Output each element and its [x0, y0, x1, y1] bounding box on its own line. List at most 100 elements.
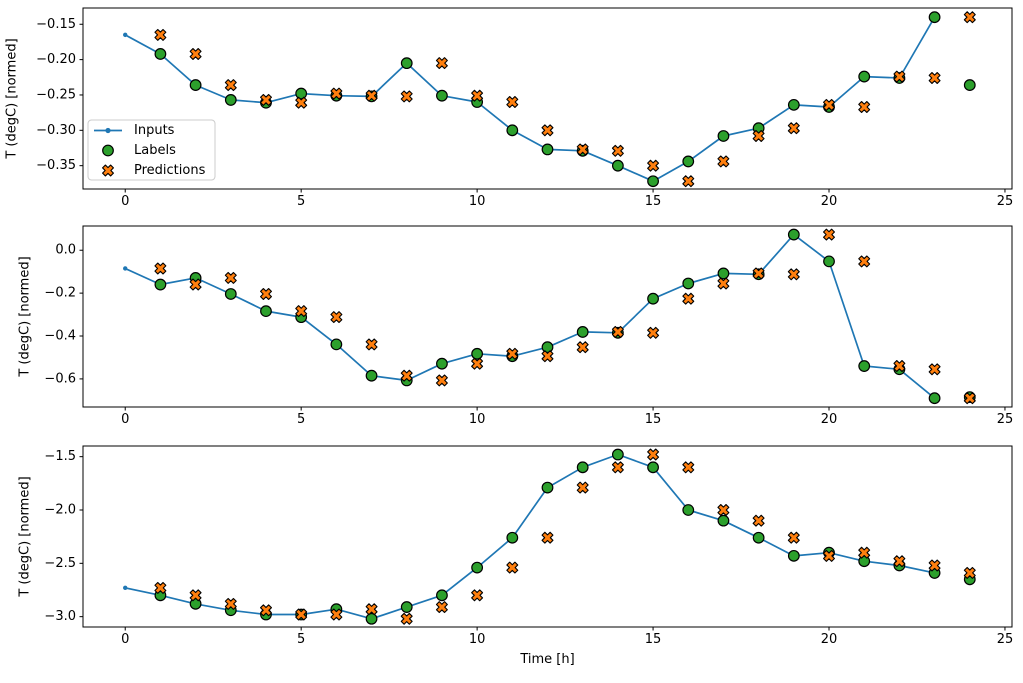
labels-circle-marker — [576, 326, 589, 338]
labels-circle-marker — [576, 461, 589, 474]
labels-circle-marker — [611, 159, 624, 172]
x-tick-label: 25 — [997, 412, 1014, 427]
predictions-x-marker — [823, 98, 835, 111]
series-labels — [154, 11, 976, 188]
predictions-x-marker — [224, 597, 237, 610]
y-tick-label: −0.4 — [44, 329, 76, 344]
labels-circle-marker — [823, 255, 835, 268]
predictions-x-marker — [576, 143, 589, 156]
y-tick-label: −0.30 — [36, 123, 76, 138]
x-tick-label: 20 — [821, 632, 838, 647]
axes-spines — [82, 7, 1013, 190]
legend-box — [87, 119, 216, 181]
predictions-x-marker — [189, 48, 202, 60]
labels-circle-marker — [963, 79, 976, 91]
y-tick-label: −0.6 — [44, 371, 76, 386]
predictions-x-marker — [541, 124, 554, 137]
predictions-x-marker — [506, 347, 519, 360]
predictions-x-marker — [963, 566, 976, 579]
labels-circle-marker — [682, 504, 695, 516]
x-tick-label: 5 — [297, 632, 305, 647]
labels-circle-marker — [506, 531, 519, 544]
y-tick-label: −0.35 — [36, 158, 76, 173]
labels-circle-marker — [647, 175, 659, 188]
axes-background — [83, 8, 1012, 189]
labels-circle-marker — [647, 461, 659, 474]
x-tick-label: 10 — [469, 632, 486, 647]
axes-spines — [82, 445, 1013, 628]
series-predictions — [154, 228, 976, 405]
labels-circle-marker — [858, 70, 871, 83]
predictions-x-marker — [295, 305, 308, 318]
x-tick-label: 5 — [297, 194, 305, 209]
subplot-1: 0 5 10 15 20 25 −0.15 −0.20 −0.25 −0.30 −0.35 T (de… — [5, 7, 1013, 209]
y-tick-label: −3.0 — [44, 609, 76, 624]
axes-spines — [82, 225, 1013, 408]
predictions-x-marker — [506, 96, 519, 108]
labels-circle-marker — [787, 228, 800, 241]
y-tick-label: −0.20 — [36, 52, 76, 67]
labels-circle-marker — [189, 79, 202, 91]
labels-circle-marker — [295, 87, 308, 100]
predictions-x-marker — [858, 255, 871, 268]
predictions-x-marker — [647, 326, 660, 339]
legend-labels-circle-sample — [102, 144, 114, 157]
predictions-x-marker — [963, 11, 976, 24]
predictions-x-marker — [928, 72, 941, 84]
predictions-x-marker — [928, 363, 941, 376]
y-tick-label: −2.5 — [44, 556, 76, 571]
predictions-x-marker — [682, 461, 695, 474]
predictions-x-marker — [893, 70, 906, 83]
predictions-x-marker — [682, 175, 695, 188]
labels-circle-marker — [928, 11, 941, 24]
predictions-x-marker — [787, 122, 800, 135]
labels-circle-marker — [471, 347, 484, 360]
x-tick-label: 10 — [469, 194, 486, 209]
labels-circle-marker — [858, 360, 871, 372]
x-tick-label: 20 — [821, 194, 838, 209]
y-tick-label: −0.25 — [36, 87, 76, 102]
predictions-x-marker — [647, 448, 660, 461]
predictions-x-marker — [471, 89, 484, 102]
legend-entry-label: Predictions — [134, 163, 206, 178]
legend-predictions-x-sample — [102, 164, 114, 177]
predictions-x-marker — [260, 604, 272, 617]
legend: Inputs Labels Predictions — [87, 119, 216, 181]
predictions-x-marker — [471, 357, 484, 370]
y-tick-label: 0.0 — [55, 243, 76, 258]
predictions-x-marker — [787, 531, 800, 544]
inputs-line — [124, 233, 936, 399]
x-tick-label: 20 — [821, 412, 838, 427]
predictions-x-marker — [893, 360, 906, 372]
labels-circle-marker — [787, 549, 800, 562]
predictions-x-marker — [963, 392, 976, 405]
predictions-x-marker — [295, 608, 308, 621]
x-tick-label: 15 — [645, 194, 662, 209]
inputs-dot-marker — [123, 585, 128, 591]
predictions-x-marker — [752, 267, 765, 280]
x-tick-label: 5 — [297, 412, 305, 427]
series-predictions — [154, 448, 976, 625]
predictions-x-marker — [506, 561, 519, 574]
labels-circle-marker — [224, 288, 237, 300]
predictions-x-marker — [823, 549, 835, 562]
predictions-x-marker — [576, 481, 589, 494]
predictions-x-marker — [541, 531, 554, 544]
predictions-x-marker — [682, 292, 695, 305]
predictions-x-marker — [365, 603, 378, 616]
legend-inputs-dot-sample — [105, 127, 111, 134]
axes-background — [83, 226, 1012, 407]
series-predictions — [154, 11, 976, 188]
labels-circle-marker — [471, 561, 484, 574]
labels-circle-marker — [330, 338, 343, 351]
predictions-x-marker — [611, 144, 624, 157]
predictions-x-marker — [330, 311, 343, 324]
inputs-dot-marker — [123, 266, 128, 271]
predictions-x-marker — [752, 130, 765, 142]
inputs-dot-marker — [123, 32, 128, 38]
labels-circle-marker — [647, 292, 659, 305]
predictions-x-marker — [858, 101, 871, 113]
y-tick-label: −2.0 — [44, 502, 76, 517]
labels-circle-marker — [506, 124, 519, 137]
labels-circle-marker — [752, 531, 765, 544]
